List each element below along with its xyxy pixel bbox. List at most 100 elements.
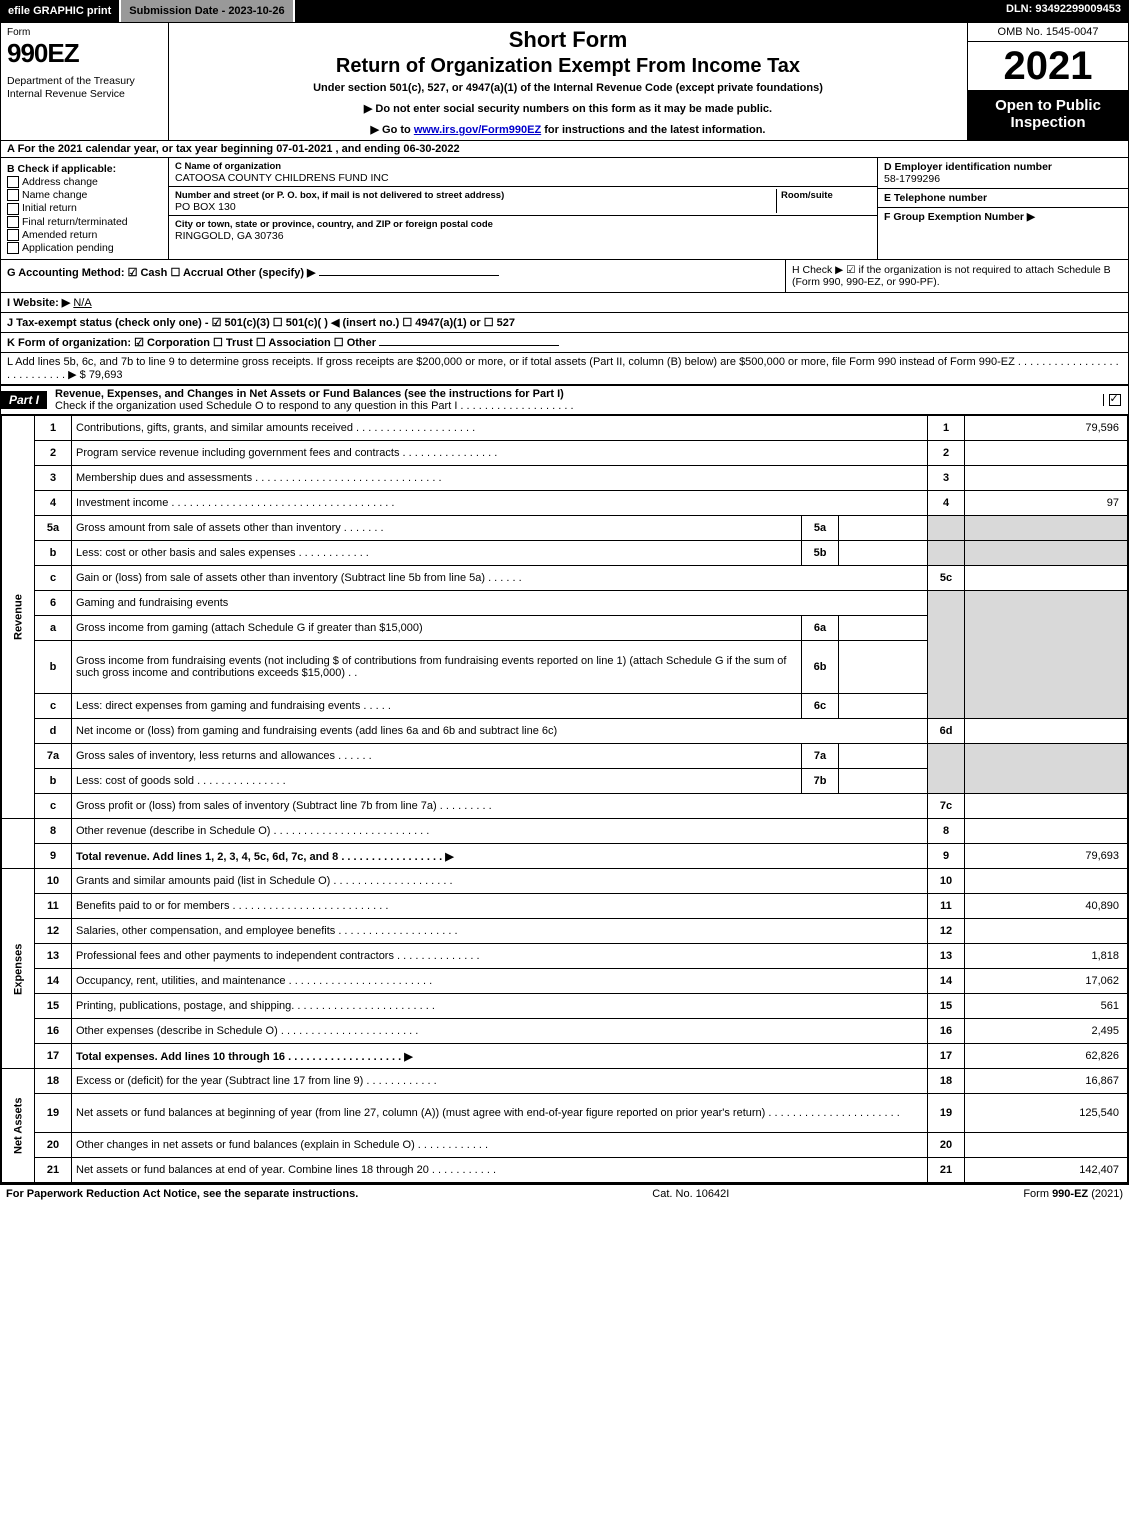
line-amt: 142,407 [965, 1158, 1128, 1183]
phone-label: E Telephone number [884, 192, 987, 204]
l-gross-receipts: L Add lines 5b, 6c, and 7b to line 9 to … [1, 353, 1128, 385]
sub-amt [839, 744, 928, 769]
line-num: 8 [35, 819, 72, 844]
line-col: 3 [928, 466, 965, 491]
chk-final-return[interactable]: Final return/terminated [7, 216, 162, 228]
col-b: B Check if applicable: Address change Na… [1, 158, 169, 259]
row-18: Net Assets 18 Excess or (deficit) for th… [2, 1069, 1128, 1094]
row-3: 3 Membership dues and assessments . . . … [2, 466, 1128, 491]
line-desc: Gross profit or (loss) from sales of inv… [72, 794, 928, 819]
line-num: b [35, 541, 72, 566]
line-num: 6 [35, 591, 72, 616]
line-desc: Total revenue. Add lines 1, 2, 3, 4, 5c,… [72, 844, 928, 869]
line-desc: Gross income from fundraising events (no… [72, 641, 802, 694]
main-grid: Revenue 1 Contributions, gifts, grants, … [1, 415, 1128, 1183]
line-desc: Total expenses. Add lines 10 through 16 … [72, 1044, 928, 1069]
gray-cell [928, 744, 965, 794]
g-text: G Accounting Method: ☑ Cash ☐ Accrual Ot… [7, 267, 316, 279]
sub-amt [839, 641, 928, 694]
row-5a: 5a Gross amount from sale of assets othe… [2, 516, 1128, 541]
header-left: Form 990EZ Department of the Treasury In… [1, 23, 169, 140]
k-form-org: K Form of organization: ☑ Corporation ☐ … [1, 333, 1128, 353]
line-num: 13 [35, 944, 72, 969]
sub-num: 7a [802, 744, 839, 769]
line-num: 10 [35, 869, 72, 894]
efile-label[interactable]: efile GRAPHIC print [0, 0, 121, 22]
row-19: 19 Net assets or fund balances at beginn… [2, 1094, 1128, 1133]
line-num: 18 [35, 1069, 72, 1094]
line-num: 11 [35, 894, 72, 919]
line-col: 7c [928, 794, 965, 819]
sub-amt [839, 541, 928, 566]
line-col: 19 [928, 1094, 965, 1133]
row-21: 21 Net assets or fund balances at end of… [2, 1158, 1128, 1183]
line-amt [965, 566, 1128, 591]
city: RINGGOLD, GA 30736 [175, 230, 284, 242]
row-2: 2 Program service revenue including gove… [2, 441, 1128, 466]
chk-address-change[interactable]: Address change [7, 176, 162, 188]
part1-title: Revenue, Expenses, and Changes in Net As… [47, 386, 1103, 414]
gray-cell [928, 591, 965, 719]
chk-label: Final return/terminated [22, 216, 128, 228]
line-desc: Gross amount from sale of assets other t… [72, 516, 802, 541]
omb-number: OMB No. 1545-0047 [968, 23, 1128, 42]
footer: For Paperwork Reduction Act Notice, see … [0, 1184, 1129, 1203]
line-amt [965, 441, 1128, 466]
chk-initial-return[interactable]: Initial return [7, 202, 162, 214]
part1-checkbox[interactable] [1103, 394, 1128, 406]
g-accounting: G Accounting Method: ☑ Cash ☐ Accrual Ot… [1, 260, 785, 292]
chk-application-pending[interactable]: Application pending [7, 242, 162, 254]
line-desc: Net assets or fund balances at end of ye… [72, 1158, 928, 1183]
row-15: 15 Printing, publications, postage, and … [2, 994, 1128, 1019]
address-row: Number and street (or P. O. box, if mail… [169, 187, 877, 216]
gray-cell [965, 744, 1128, 794]
footer-left: For Paperwork Reduction Act Notice, see … [6, 1188, 358, 1200]
chk-label: Application pending [22, 242, 114, 254]
tax-year: 2021 [968, 42, 1128, 91]
side-blank [2, 819, 35, 869]
row-9: 9 Total revenue. Add lines 1, 2, 3, 4, 5… [2, 844, 1128, 869]
line-desc: Net assets or fund balances at beginning… [72, 1094, 928, 1133]
col-c: C Name of organization CATOOSA COUNTY CH… [169, 158, 877, 259]
k-text: K Form of organization: ☑ Corporation ☐ … [7, 337, 376, 349]
room-label: Room/suite [781, 190, 833, 201]
line-amt [965, 466, 1128, 491]
line-num: b [35, 641, 72, 694]
instr2-pre: Go to [382, 124, 414, 136]
row-1: Revenue 1 Contributions, gifts, grants, … [2, 416, 1128, 441]
line-desc: Excess or (deficit) for the year (Subtra… [72, 1069, 928, 1094]
sub-amt [839, 769, 928, 794]
side-expenses: Expenses [2, 869, 35, 1069]
line-col: 21 [928, 1158, 965, 1183]
sub-num: 5a [802, 516, 839, 541]
instruction-1: ▶ Do not enter social security numbers o… [177, 102, 959, 115]
row-17: 17 Total expenses. Add lines 10 through … [2, 1044, 1128, 1069]
sub-amt [839, 516, 928, 541]
line-amt: 79,596 [965, 416, 1128, 441]
part1-check-line: Check if the organization used Schedule … [55, 400, 574, 412]
gray-cell [928, 516, 965, 541]
line-num: 14 [35, 969, 72, 994]
short-form-title: Short Form [177, 27, 959, 53]
irs-link[interactable]: www.irs.gov/Form990EZ [414, 124, 541, 136]
footer-mid: Cat. No. 10642I [652, 1188, 729, 1200]
line-num: 1 [35, 416, 72, 441]
line-num: 20 [35, 1133, 72, 1158]
section-a: A For the 2021 calendar year, or tax yea… [1, 141, 1128, 158]
line-num: 15 [35, 994, 72, 1019]
h-check: H Check ▶ ☑ if the organization is not r… [785, 260, 1128, 292]
line-desc: Other expenses (describe in Schedule O) … [72, 1019, 928, 1044]
instruction-2: ▶ Go to www.irs.gov/Form990EZ for instru… [177, 123, 959, 136]
chk-label: Address change [22, 176, 98, 188]
row-13: 13 Professional fees and other payments … [2, 944, 1128, 969]
chk-name-change[interactable]: Name change [7, 189, 162, 201]
line-desc: Other changes in net assets or fund bala… [72, 1133, 928, 1158]
line-desc-text: Total revenue. Add lines 1, 2, 3, 4, 5c,… [76, 851, 454, 863]
ein-cell: D Employer identification number 58-1799… [878, 158, 1128, 189]
open-public-badge: Open to Public Inspection [968, 91, 1128, 140]
chk-label: Initial return [22, 202, 77, 214]
line-col: 13 [928, 944, 965, 969]
city-row: City or town, state or province, country… [169, 216, 877, 244]
chk-amended-return[interactable]: Amended return [7, 229, 162, 241]
i-website: I Website: ▶ N/A [1, 293, 1128, 313]
